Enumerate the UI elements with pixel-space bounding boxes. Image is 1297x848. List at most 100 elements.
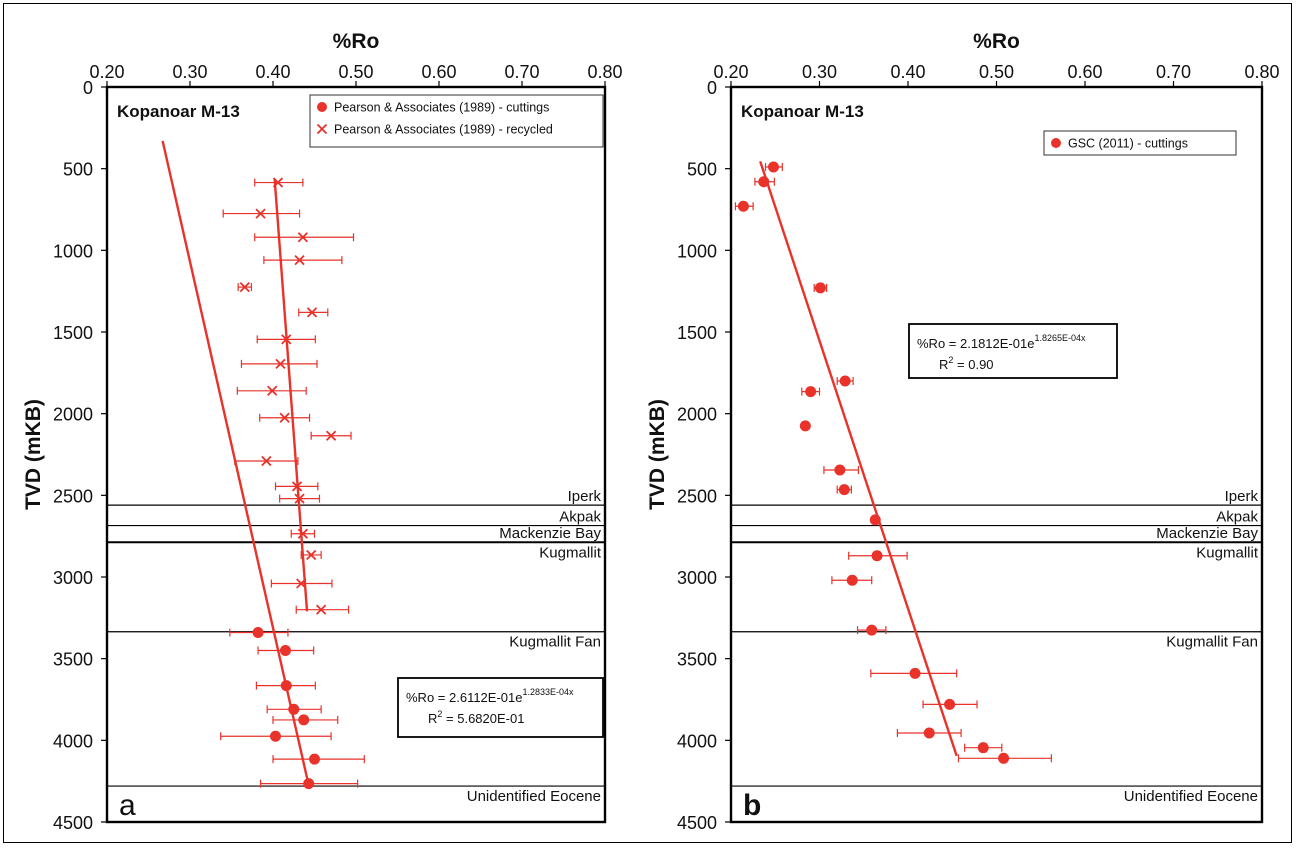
y-tick-label: 3500	[677, 650, 717, 670]
formation-label: Akpak	[1216, 509, 1258, 526]
x-tick-label: 0.60	[1067, 62, 1102, 82]
equation-exponent: 1.8265E-04x	[1034, 333, 1086, 343]
data-point	[298, 714, 310, 726]
x-tick-label: 0.80	[587, 62, 622, 82]
data-point	[267, 385, 278, 396]
x-tick-label: 0.70	[1156, 62, 1191, 82]
equation-base: %Ro = 2.6112E-01e	[406, 690, 522, 705]
formation-label: Kugmallit	[1196, 545, 1259, 562]
formation-label: Mackenzie Bay	[499, 525, 601, 542]
formation-label: Mackenzie Bay	[1156, 525, 1258, 542]
data-point	[814, 282, 826, 294]
r-squared-symbol: R	[939, 357, 948, 372]
x-tick-label: 0.50	[338, 62, 373, 82]
data-point	[846, 574, 858, 586]
formation-label: Unidentified Eocene	[1124, 788, 1258, 805]
y-axis-title: TVD (mKB)	[22, 399, 45, 510]
formation-label: Kugmallit	[539, 545, 602, 562]
y-tick-label: 1000	[53, 241, 93, 261]
x-tick-label: 0.20	[713, 62, 748, 82]
data-point	[866, 624, 878, 636]
panel-letter: b	[743, 789, 761, 822]
data-point	[306, 549, 317, 561]
equation-box	[397, 677, 604, 738]
y-tick-label: 1000	[677, 241, 717, 261]
x-tick-label: 0.40	[255, 62, 290, 82]
y-tick-label: 3000	[677, 568, 717, 588]
data-point	[279, 412, 290, 423]
data-point	[280, 680, 292, 692]
r-squared-text: R2 = 0.90	[939, 355, 994, 372]
data-point	[309, 753, 320, 765]
y-tick-label: 4500	[677, 813, 717, 833]
trend-line	[759, 160, 958, 757]
y-tick-label: 3500	[53, 650, 93, 670]
data-point	[279, 645, 291, 656]
data-point	[269, 730, 281, 742]
data-point	[306, 307, 318, 318]
r-squared-value: = 5.6820E-01	[442, 711, 524, 726]
panel-letter: a	[119, 789, 136, 822]
x-tick-label: 0.30	[802, 62, 837, 82]
y-tick-label: 500	[63, 160, 93, 180]
plot-area-border	[105, 85, 607, 824]
data-point	[977, 742, 989, 754]
well-name: Kopanoar M-13	[117, 102, 240, 121]
data-point	[288, 703, 300, 715]
x-tick-label: 0.70	[504, 62, 539, 82]
r-squared-value: = 0.90	[953, 357, 993, 372]
data-point	[252, 627, 264, 639]
data-point	[998, 752, 1010, 764]
data-point	[944, 698, 956, 710]
y-tick-label: 2500	[53, 486, 93, 506]
y-tick-label: 4500	[53, 813, 93, 833]
y-tick-label: 4000	[677, 731, 717, 751]
x-tick-label: 0.20	[89, 62, 124, 82]
equation-box	[908, 323, 1118, 379]
data-point	[839, 375, 851, 387]
formation-label: Unidentified Eocene	[467, 788, 601, 805]
equation-text: %Ro = 2.1812E-01e1.8265E-04x	[917, 333, 1086, 351]
r-squared-symbol: R	[428, 711, 437, 726]
data-point	[737, 200, 749, 212]
legend-marker	[1051, 138, 1061, 148]
data-point	[294, 493, 305, 504]
legend-marker	[317, 102, 327, 112]
data-point	[296, 578, 307, 589]
y-tick-label: 1500	[677, 323, 717, 343]
data-point	[297, 528, 309, 539]
y-tick-label: 0	[83, 78, 93, 98]
data-point	[294, 254, 305, 266]
x-tick-label: 0.40	[890, 62, 925, 82]
legend-label: Pearson & Associates (1989) - recycled	[334, 123, 553, 137]
y-tick-label: 2500	[677, 486, 717, 506]
legend-box	[309, 94, 604, 148]
data-point	[834, 464, 846, 476]
legend-label: Pearson & Associates (1989) - cuttings	[334, 101, 549, 115]
data-point	[923, 727, 935, 739]
data-point	[281, 334, 292, 345]
data-point	[758, 176, 770, 188]
panel-a: %Ro TVD (mKB) 0.20 0.30 0.40 0.50 0.60 0.70 0.80…	[22, 30, 623, 833]
formation-label: Akpak	[559, 509, 601, 526]
x-tick-label: 0.50	[979, 62, 1014, 82]
data-point	[909, 667, 921, 679]
data-point	[261, 455, 272, 467]
plot-area-border	[729, 85, 1264, 824]
y-tick-label: 3000	[53, 568, 93, 588]
legend-box	[1043, 130, 1237, 156]
y-axis-title: TVD (mKB)	[646, 399, 669, 510]
panel-b: %Ro TVD (mKB) 0.20 0.30 0.40 0.50 0.60 0.70 0.80…	[646, 30, 1280, 833]
data-point	[316, 604, 327, 615]
formation-label: Iperk	[568, 488, 602, 505]
x-tick-label: 0.60	[421, 62, 456, 82]
data-point	[303, 778, 315, 790]
data-point	[767, 161, 779, 173]
y-tick-label: 0	[707, 78, 717, 98]
formation-label: Kugmallit Fan	[1166, 634, 1258, 651]
data-point	[805, 386, 817, 398]
y-tick-label: 1500	[53, 323, 93, 343]
legend-label: GSC (2011) - cuttings	[1068, 137, 1188, 151]
data-point	[325, 430, 337, 441]
